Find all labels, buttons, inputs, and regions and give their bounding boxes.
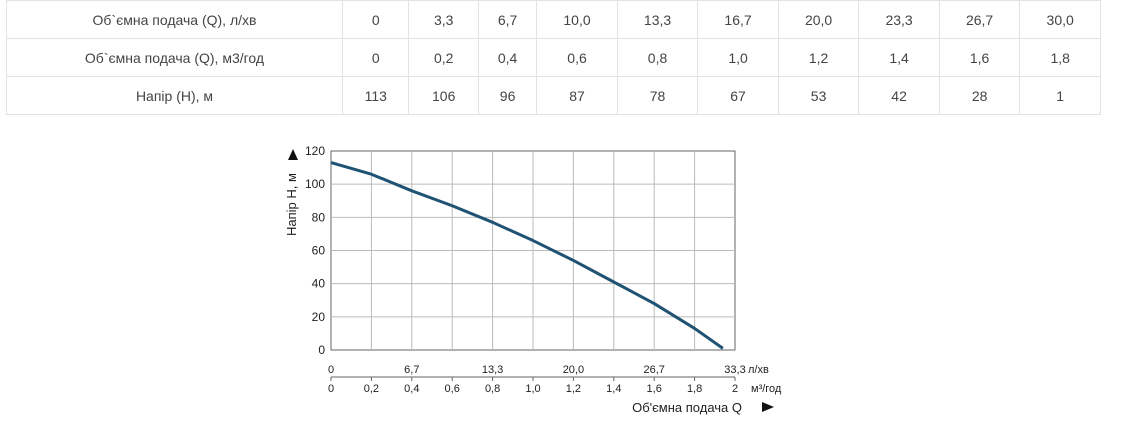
x-tick-label-m3h: 1,6 [647, 383, 662, 395]
x-tick-label-m3h: 0,2 [364, 383, 379, 395]
x-tick-label-m3h: 1,0 [525, 383, 540, 395]
table-cell: 113 [341, 76, 410, 115]
table-cell: 1,6 [938, 38, 1021, 77]
table-row: Об`ємна подача (Q), л/хв 0 3,3 6,7 10,0 13,3 1… [6, 0, 1101, 39]
table-cell: 78 [616, 76, 699, 115]
table-cell: 10,0 [536, 0, 618, 39]
x-axis-title: Об'ємна подача Q [632, 400, 742, 415]
table-row: Напір (H), м 113 106 96 87 78 67 53 42 28 1 [6, 76, 1101, 115]
x-tick-label-lmin: 26,7 [643, 364, 664, 376]
table-row: Об`ємна подача (Q), м3/год 0 0,2 0,4 0,6 0,8 1… [6, 38, 1101, 77]
x-tick-label-lmin: 13,3 [482, 364, 503, 376]
y-tick-label: 60 [312, 244, 326, 258]
table-cell: 16,7 [697, 0, 779, 39]
table-cell: 1,2 [777, 38, 860, 77]
table-cell: 28 [938, 76, 1021, 115]
performance-table: Об`ємна подача (Q), л/хв 0 3,3 6,7 10,0 13,3 1… [6, 0, 1101, 115]
arrow-up-icon [288, 149, 298, 160]
x-tick-label-m3h: 0 [328, 383, 334, 395]
table-cell: 1,8 [1019, 38, 1101, 77]
arrow-right-icon [762, 402, 774, 412]
x-tick-label-lmin: 6,7 [404, 364, 419, 376]
table-cell: 0,6 [536, 38, 618, 77]
x-tick-label-lmin: 33,3 [724, 364, 745, 376]
table-cell: 26,7 [938, 0, 1021, 39]
y-tick-label: 0 [318, 343, 325, 357]
y-tick-label: 120 [305, 144, 325, 158]
x-tick-label-m3h: 0,6 [445, 383, 460, 395]
x-tick-label-m3h: 1,8 [687, 383, 702, 395]
y-tick-label: 80 [312, 210, 326, 224]
y-tick-label: 40 [312, 277, 326, 291]
table-cell: 0 [341, 38, 410, 77]
table-cell: 53 [777, 76, 860, 115]
x-unit-lmin: л/хв [748, 364, 769, 376]
table-cell: 1 [1019, 76, 1101, 115]
pump-curve-line [330, 161, 724, 350]
table-cell: 0,8 [616, 38, 699, 77]
table-cell: 0,2 [408, 38, 479, 77]
table-cell: 0,4 [477, 38, 538, 77]
row-label: Об`ємна подача (Q), м3/год [6, 38, 343, 77]
table-cell: 67 [697, 76, 779, 115]
table-cell: 96 [477, 76, 538, 115]
table-cell: 20,0 [777, 0, 860, 39]
table-cell: 106 [408, 76, 479, 115]
row-label: Напір (H), м [6, 76, 343, 115]
x-tick-label-m3h: 1,4 [606, 383, 621, 395]
row-label: Об`ємна подача (Q), л/хв [6, 0, 343, 39]
x-tick-label-m3h: 2 [732, 383, 738, 395]
table-cell: 1,0 [697, 38, 779, 77]
table-cell: 3,3 [408, 0, 479, 39]
table-cell: 87 [536, 76, 618, 115]
table-cell: 0 [341, 0, 410, 39]
x-tick-label-m3h: 0,8 [485, 383, 500, 395]
y-tick-label: 20 [312, 310, 326, 324]
table-cell: 13,3 [616, 0, 699, 39]
x-tick-label-lmin: 20,0 [563, 364, 584, 376]
y-axis-title: Напір H, м [284, 173, 299, 236]
y-tick-label: 100 [305, 177, 325, 191]
x-unit-m3h: м³/год [751, 383, 782, 395]
x-tick-label-m3h: 1,2 [566, 383, 581, 395]
x-tick-label-lmin: 0 [328, 364, 334, 376]
x-tick-label-m3h: 0,4 [404, 383, 419, 395]
